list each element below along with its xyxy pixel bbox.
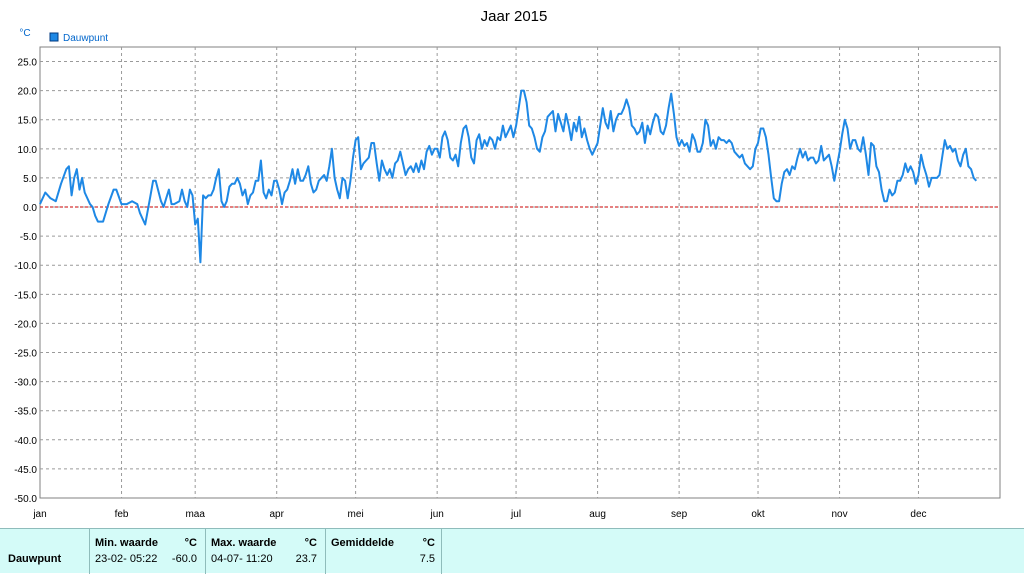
y-axis-unit: °C xyxy=(19,28,30,39)
x-tick-label: aug xyxy=(589,509,606,520)
y-axis: 25.0 20.0 15.0 10.0 5.0 0.0 -5.0 -10.0 -15.0 -20.… xyxy=(14,58,37,505)
statistics-panel: Dauwpunt Min. waarde °C 23-02- 05:22 -60… xyxy=(0,528,1024,574)
y-tick-label: -15.0 xyxy=(14,290,37,301)
x-tick-label: dec xyxy=(910,509,926,520)
min-value: -60.0 xyxy=(171,553,197,565)
dewpoint-chart: Jaar 2015 °C Dauwpunt 25.0 20.0 15.0 10.0 5.… xyxy=(14,8,1001,520)
y-tick-label: -5.0 xyxy=(20,232,38,243)
x-tick-label: jul xyxy=(510,509,521,520)
y-tick-label: -30.0 xyxy=(14,378,37,389)
x-tick-label: feb xyxy=(115,509,129,520)
avg-header: Gemiddelde xyxy=(331,537,394,549)
stats-max-col: Max. waarde °C 04-07- 11:20 23.7 xyxy=(205,529,326,574)
min-header: Min. waarde xyxy=(95,537,158,549)
max-header: Max. waarde xyxy=(211,537,277,549)
x-tick-label: jun xyxy=(429,509,443,520)
stats-label-col: Dauwpunt xyxy=(0,529,90,574)
legend-label: Dauwpunt xyxy=(63,33,108,44)
stats-min-col: Min. waarde °C 23-02- 05:22 -60.0 xyxy=(89,529,206,574)
legend-swatch xyxy=(49,32,59,42)
y-tick-label: 20.0 xyxy=(18,87,38,98)
max-unit: °C xyxy=(304,537,317,549)
y-tick-label: 10.0 xyxy=(18,145,38,156)
x-tick-label: maa xyxy=(185,509,205,520)
x-axis: jan feb maa apr mei jun jul aug sep okt nov dec xyxy=(32,509,926,520)
y-tick-label: -10.0 xyxy=(14,261,37,272)
avg-value: 7.5 xyxy=(419,553,435,565)
chart-title: Jaar 2015 xyxy=(481,8,548,25)
y-tick-label: -25.0 xyxy=(14,349,37,360)
stats-avg-col: Gemiddelde °C 7.5 xyxy=(325,529,442,574)
x-tick-label: okt xyxy=(751,509,765,520)
max-date: 04-07- 11:20 xyxy=(211,553,273,565)
y-tick-label: -35.0 xyxy=(14,407,37,418)
min-date: 23-02- 05:22 xyxy=(95,553,158,565)
plot-area xyxy=(39,46,1001,499)
y-tick-label: 5.0 xyxy=(23,174,37,185)
min-unit: °C xyxy=(184,537,197,549)
grid-lines xyxy=(40,47,1000,498)
max-value: 23.7 xyxy=(295,553,317,565)
x-tick-label: nov xyxy=(831,509,847,520)
y-tick-label: 0.0 xyxy=(23,203,37,214)
x-tick-label: jan xyxy=(32,509,46,520)
avg-unit: °C xyxy=(422,537,435,549)
y-tick-label: -40.0 xyxy=(14,436,37,447)
stats-row-label: Dauwpunt xyxy=(8,553,62,565)
x-tick-label: apr xyxy=(269,509,284,520)
y-tick-label: -45.0 xyxy=(14,465,37,476)
y-tick-label: -50.0 xyxy=(14,494,37,505)
y-tick-label: -20.0 xyxy=(14,319,37,330)
series-line-dauwpunt xyxy=(39,89,978,264)
y-tick-label: 15.0 xyxy=(18,116,38,127)
x-tick-label: sep xyxy=(671,509,688,520)
x-tick-label: mei xyxy=(348,509,364,520)
y-tick-label: 25.0 xyxy=(18,58,38,69)
